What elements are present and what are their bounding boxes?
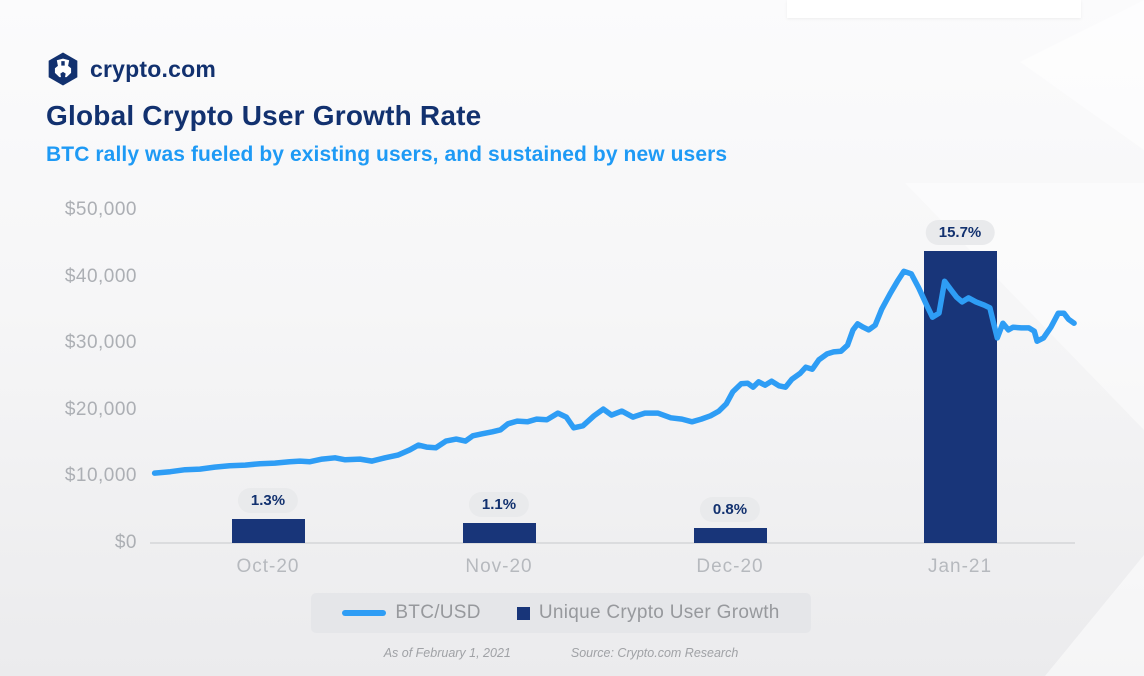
legend-item-user-growth: Unique Crypto User Growth [516, 602, 780, 624]
legend-label-user-growth: Unique Crypto User Growth [538, 602, 780, 623]
y-axis-label: $50,000 [64, 199, 137, 220]
y-axis-label: $20,000 [64, 398, 137, 420]
bar-nov-20 [462, 522, 536, 543]
footnote-source: Source: Crypto.com Research [570, 646, 739, 660]
y-axis-label: $0 [114, 532, 137, 553]
bar-dec-20 [693, 528, 767, 543]
y-axis: $0 $10,000 $20,000 $30,000 $40,000 $50,000 [0, 0, 137, 676]
btc-usd-line [151, 268, 1077, 476]
bar-oct-20 [231, 518, 305, 543]
x-axis-label-nov-20: Nov-20 [465, 556, 533, 577]
background-shape [1020, 0, 1144, 150]
crypto-com-logo-icon [46, 52, 80, 86]
btc-line-swatch [342, 610, 387, 616]
chart-legend: BTC/USD Unique Crypto User Growth [311, 593, 811, 633]
growth-badge-oct-20: 1.3% [237, 487, 299, 513]
x-axis-label-oct-20: Oct-20 [236, 556, 300, 577]
footnotes: As of February 1, 2021 Source: Crypto.co… [311, 646, 811, 660]
x-axis-label-dec-20: Dec-20 [696, 556, 764, 577]
page-subtitle: BTC rally was fueled by existing users, … [46, 143, 728, 166]
plot-baseline [150, 542, 1075, 544]
brand-logo: crypto.com [46, 52, 216, 86]
brand-name: crypto.com [90, 55, 216, 82]
background-card-edge [787, 0, 1081, 18]
x-axis-label-jan-21: Jan-21 [927, 556, 993, 577]
growth-badge-nov-20: 1.1% [468, 491, 530, 517]
user-growth-swatch [516, 606, 530, 620]
y-axis-label: $40,000 [64, 265, 137, 287]
background-shape [1045, 555, 1144, 676]
growth-badge-jan-21: 15.7% [925, 219, 995, 245]
y-axis-label: $10,000 [64, 465, 137, 487]
legend-label-btc-usd: BTC/USD [395, 602, 481, 623]
y-axis-label: $30,000 [64, 332, 137, 354]
page-title: Global Crypto User Growth Rate [46, 100, 482, 131]
footnote-as-of: As of February 1, 2021 [383, 646, 511, 660]
legend-item-btc-usd: BTC/USD [342, 602, 481, 624]
growth-badge-dec-20: 0.8% [699, 497, 761, 523]
